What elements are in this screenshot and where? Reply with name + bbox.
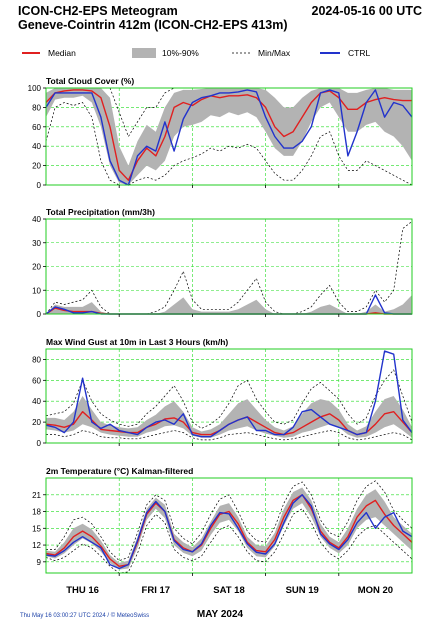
panel-wind-gust: Max Wind Gust at 10m in Last 3 Hours (km… [32,337,413,448]
footer-timestamp: Thu May 16 03:00:27 UTC 2024 / © MeteoSw… [20,612,149,619]
y-tick-label: 0 [37,439,42,448]
panel-frame [45,87,413,186]
title-line1: ICON-CH2-EPS Meteogram [18,4,178,18]
series-ctrl [45,294,412,315]
y-tick-label: 80 [32,103,41,112]
y-tick-label: 21 [32,491,41,500]
series-max [45,221,413,315]
legend: Median 10%-90% Min/Max CTRL [22,48,370,58]
header: ICON-CH2-EPS Meteogram Geneve-Cointrin 4… [18,4,422,32]
y-tick-label: 30 [32,239,41,248]
y-tick-label: 40 [32,215,41,224]
run-time: 2024-05-16 00 UTC [312,4,422,18]
day-label: SUN 19 [286,585,319,596]
y-tick-label: 9 [37,558,42,567]
legend-band-label: 10%-90% [162,48,199,58]
y-tick-label: 10 [32,286,41,295]
series-ctrl [45,350,413,438]
title-line2: Geneve-Cointrin 412m (ICON-CH2-EPS 413m) [18,18,288,32]
y-tick-label: 0 [37,181,42,190]
series-max [46,480,413,562]
panel-title: Max Wind Gust at 10m in Last 3 Hours (km… [46,337,228,347]
legend-minmax-label: Min/Max [258,48,291,58]
legend-median-label: Median [48,48,76,58]
day-label: MON 20 [358,585,393,596]
panel-title: 2m Temperature (°C) Kalman-filtered [46,466,193,476]
band-10-90 [46,487,412,570]
y-tick-label: 0 [37,310,42,319]
y-tick-label: 60 [32,123,41,132]
y-tick-label: 40 [32,142,41,151]
y-tick-label: 20 [32,418,41,427]
y-tick-label: 20 [32,263,41,272]
panel-precipitation: Total Precipitation (mm/3h) 0 10 20 30 40 [32,207,413,319]
series-min [45,508,413,574]
y-tick-label: 100 [28,84,42,93]
panel-title-unit: °C [117,466,127,476]
series-median [45,89,412,181]
series-min [46,430,413,441]
panel-temperature: 2m Temperature (°C) Kalman-filtered 9 12 1… [32,466,413,576]
series-max [45,369,413,429]
y-tick-label: 20 [32,162,41,171]
y-tick-label: 12 [32,541,41,550]
series-ctrl [45,494,413,570]
legend-ctrl-label: CTRL [348,48,370,58]
series-min [45,102,413,186]
panel-title: Total Precipitation (mm/3h) [46,207,155,217]
y-tick-label: 80 [32,355,41,364]
band-10-90 [46,295,412,314]
y-tick-label: 40 [32,397,41,406]
month-label: MAY 2024 [197,609,244,620]
panel-frame [45,348,413,444]
panel-frame [45,477,413,574]
day-label: THU 16 [66,585,99,596]
series-ctrl [45,89,413,186]
day-label: SAT 18 [213,585,245,596]
legend-band-swatch [132,48,156,58]
series-median [45,494,413,567]
y-tick-label: 15 [32,524,41,533]
panel-title: Total Cloud Cover (%) [46,76,134,86]
band-10-90 [46,396,412,438]
day-labels: THU 16 FRI 17 SAT 18 SUN 19 MON 20 [66,585,393,596]
panel-cloud-cover: Total Cloud Cover (%) 0 20 40 60 80 100 [28,76,413,190]
y-tick-label: 60 [32,376,41,385]
day-label: FRI 17 [142,585,171,596]
y-tick-label: 18 [32,508,41,517]
